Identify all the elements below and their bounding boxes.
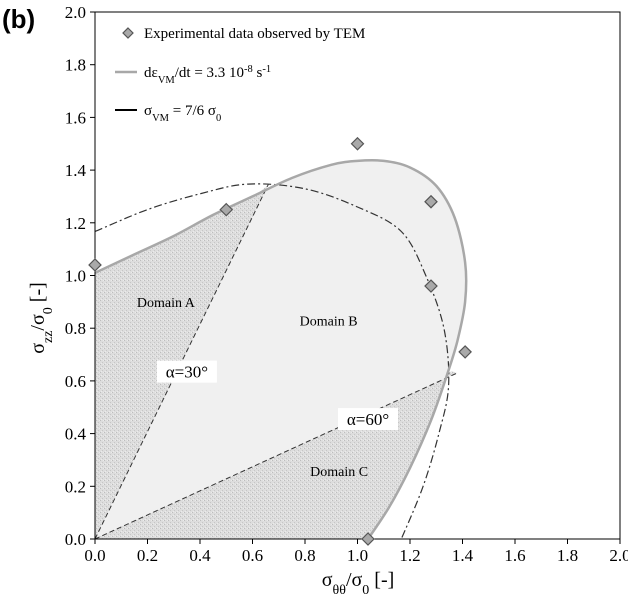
domain-regions	[95, 160, 467, 539]
von-mises-curve	[94, 183, 450, 540]
y-axis-ticks: 0.0 0.2 0.4 0.6 0.8 1.0 1.2 1.4 1.6 1.8 2.0	[65, 3, 95, 549]
y-tick-label: 0.6	[65, 372, 86, 391]
data-point	[88, 258, 102, 272]
x-tick-label: 0.8	[294, 546, 315, 565]
x-axis-title: σθθ/σ0 [-]	[322, 569, 395, 595]
data-point	[424, 194, 438, 209]
y-tick-label: 0.2	[65, 477, 86, 496]
x-tick-label: 1.0	[347, 546, 368, 565]
y-tick-label: 0.0	[65, 530, 86, 549]
x-tick-label: 0.6	[242, 546, 263, 565]
region-label: Domain B	[300, 315, 358, 330]
x-axis-ticks: 0.0 0.2 0.4 0.6 0.8 1.0 1.2 1.4 1.6 1.8 2.0	[84, 539, 628, 565]
region-label: Domain C	[310, 465, 368, 480]
curves	[94, 158, 468, 540]
legend-label-experimental: Experimental data observed by TEM	[144, 26, 365, 42]
strain-rate-curve	[94, 158, 468, 540]
legend-marker-experimental	[122, 27, 134, 39]
legend: Experimental data observed by TEM dεVM/dt…	[115, 26, 365, 124]
x-tick-label: 0.0	[84, 546, 105, 565]
y-tick-label: 0.8	[65, 319, 86, 338]
x-tick-label: 1.2	[399, 546, 420, 565]
x-tick-label: 2.0	[609, 546, 628, 565]
x-tick-label: 1.6	[504, 546, 525, 565]
x-tick-label: 0.4	[189, 546, 211, 565]
region-label: Domain A	[137, 296, 196, 311]
annotations: Domain A Domain B Domain C α=30° α=60°	[137, 296, 398, 480]
data-point	[424, 279, 438, 293]
y-tick-label: 1.6	[65, 108, 86, 127]
data-point	[350, 136, 365, 151]
angle-label-bg	[156, 360, 217, 383]
x-tick-label: 1.8	[557, 546, 578, 565]
y-tick-label: 1.4	[65, 161, 87, 180]
alpha-60-line	[94, 372, 458, 540]
x-tick-label: 1.4	[452, 546, 474, 565]
panel-label: (b)	[2, 4, 35, 34]
experimental-markers	[88, 136, 472, 546]
y-tick-label: 1.0	[65, 267, 86, 286]
legend-label-strain-rate: dεVM/dt = 3.3 10-8 s-1	[144, 64, 271, 86]
y-tick-label: 2.0	[65, 3, 86, 22]
y-axis-title: σzz/σ0 [-]	[27, 282, 56, 354]
alpha-30-line	[94, 184, 269, 540]
data-point	[361, 532, 375, 546]
x-tick-label: 0.2	[137, 546, 158, 565]
domain-c-fill	[95, 371, 458, 539]
y-tick-label: 0.4	[65, 425, 87, 444]
y-tick-label: 1.2	[65, 214, 86, 233]
legend-label-von-mises: σVM = 7/6 σ0	[144, 103, 221, 124]
alpha-reference-lines	[94, 184, 458, 540]
angle-label: α=60°	[347, 410, 389, 429]
data-point	[458, 345, 472, 359]
data-point	[219, 202, 234, 217]
angle-label-bg	[338, 408, 398, 431]
angle-label: α=30°	[166, 363, 208, 382]
y-tick-label: 1.8	[65, 56, 86, 75]
